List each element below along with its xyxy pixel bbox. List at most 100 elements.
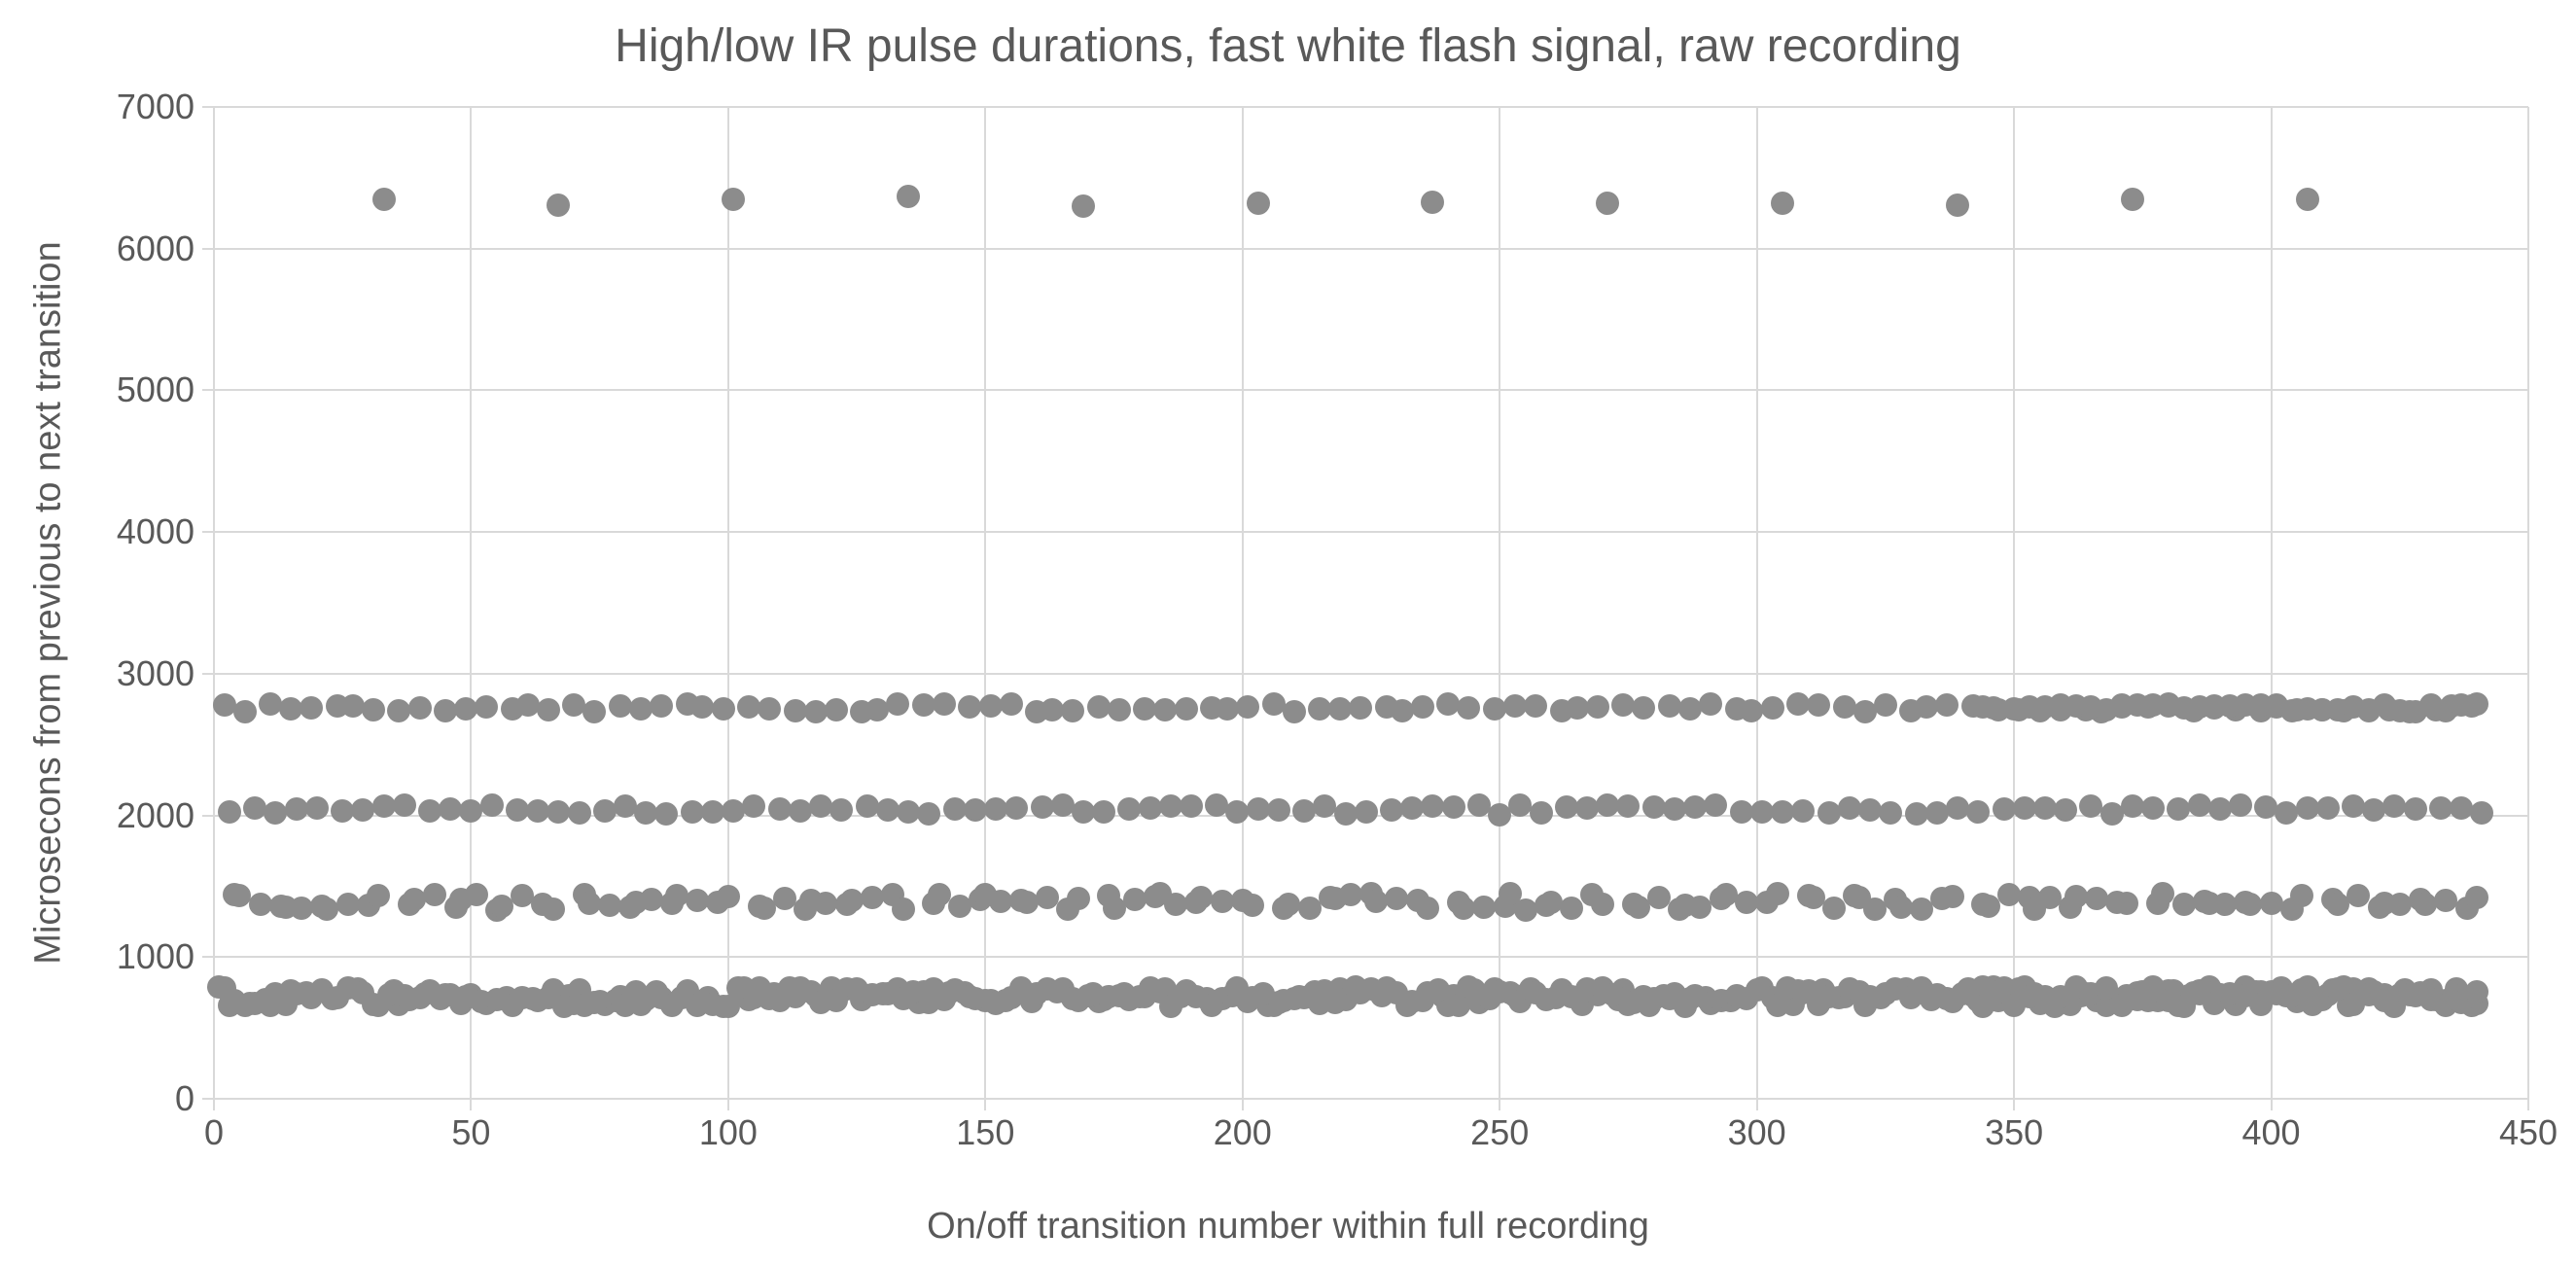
x-tick-label: 300 — [1728, 1112, 1786, 1153]
data-point — [2296, 188, 2319, 211]
y-tick-label: 0 — [175, 1078, 194, 1119]
data-point — [408, 696, 432, 720]
data-point — [1874, 693, 1897, 717]
data-point — [1421, 191, 1444, 214]
data-point — [377, 983, 401, 1006]
gridline-v — [470, 107, 472, 1099]
data-point — [1416, 897, 1439, 920]
y-tick-label: 3000 — [117, 653, 194, 694]
data-point — [1586, 695, 1609, 719]
data-point — [2229, 793, 2252, 817]
y-axis-line — [213, 107, 215, 1099]
data-point — [2342, 794, 2365, 818]
x-axis-line — [214, 1098, 2528, 1100]
gridline-h — [214, 248, 2528, 250]
data-point — [1355, 800, 1378, 824]
data-point — [2188, 793, 2211, 817]
data-point — [1298, 897, 1322, 920]
data-point — [1524, 694, 1547, 718]
data-point — [2085, 887, 2108, 910]
data-point — [393, 793, 416, 817]
data-point — [1791, 799, 1815, 823]
data-point — [726, 976, 750, 1000]
data-point — [1776, 976, 1799, 1000]
data-point — [2450, 796, 2473, 820]
data-point — [2167, 797, 2190, 821]
gridline-v — [1499, 107, 1500, 1099]
data-point — [351, 798, 374, 822]
data-point — [629, 697, 653, 721]
data-point — [861, 886, 884, 909]
x-tick-mark — [1756, 1099, 1758, 1110]
data-point — [2141, 796, 2165, 820]
data-point — [403, 888, 426, 911]
data-point — [722, 188, 745, 211]
data-point — [593, 799, 617, 823]
data-point — [897, 800, 920, 824]
gridline-h — [214, 956, 2528, 958]
data-point — [2470, 801, 2493, 825]
data-point — [480, 793, 504, 817]
data-point — [1575, 796, 1599, 820]
data-point — [542, 897, 565, 921]
data-point — [1277, 893, 1300, 916]
data-point — [568, 801, 591, 825]
data-point — [1699, 692, 1722, 716]
x-tick-mark — [470, 1099, 472, 1110]
y-axis-title: Microsecons from previous to next transi… — [28, 241, 70, 964]
data-point — [341, 694, 365, 718]
data-point — [1005, 796, 1028, 820]
data-point — [1036, 886, 1059, 909]
data-point — [1817, 801, 1841, 825]
gridline-v — [2271, 107, 2273, 1099]
data-point — [1596, 793, 1619, 817]
data-point — [1076, 984, 1100, 1007]
data-point — [2208, 797, 2232, 821]
gridline-v — [2527, 107, 2529, 1099]
data-point — [1175, 697, 1198, 721]
data-point — [552, 995, 576, 1018]
data-point — [1457, 696, 1480, 720]
data-point — [1833, 695, 1856, 719]
data-point — [1427, 978, 1450, 1002]
data-point — [537, 698, 560, 721]
data-point — [2254, 795, 2277, 819]
data-point — [1000, 692, 1023, 716]
data-point — [2465, 692, 2488, 716]
data-point — [1951, 982, 1974, 1005]
data-point — [1678, 697, 1702, 721]
data-point — [829, 798, 853, 822]
data-point — [1647, 886, 1671, 909]
data-point — [1442, 795, 1465, 819]
y-tick-label: 5000 — [117, 370, 194, 410]
data-point — [1591, 893, 1614, 916]
x-tick-label: 50 — [451, 1112, 490, 1153]
data-point — [264, 801, 287, 825]
data-point — [2465, 886, 2488, 909]
data-point — [465, 883, 488, 906]
data-point — [717, 885, 740, 908]
data-point — [722, 799, 745, 823]
data-point — [2172, 893, 2196, 916]
data-point — [1539, 891, 1563, 914]
gridline-h — [214, 673, 2528, 675]
data-point — [654, 802, 678, 826]
data-point — [1015, 891, 1039, 914]
data-point — [1180, 794, 1203, 818]
y-tick-label: 2000 — [117, 795, 194, 836]
gridline-v — [2013, 107, 2015, 1099]
data-point — [1411, 695, 1434, 719]
data-point — [758, 697, 781, 721]
data-point — [1946, 796, 1969, 820]
data-point — [2290, 884, 2313, 907]
data-point — [1611, 693, 1635, 717]
data-point — [1189, 886, 1213, 909]
data-point — [1072, 800, 1095, 824]
y-tick-label: 1000 — [117, 936, 194, 977]
data-point — [809, 794, 832, 818]
data-point — [712, 697, 735, 721]
data-point — [1123, 888, 1147, 911]
data-point — [2404, 797, 2427, 821]
data-point — [1530, 801, 1553, 825]
y-tick-label: 4000 — [117, 511, 194, 552]
